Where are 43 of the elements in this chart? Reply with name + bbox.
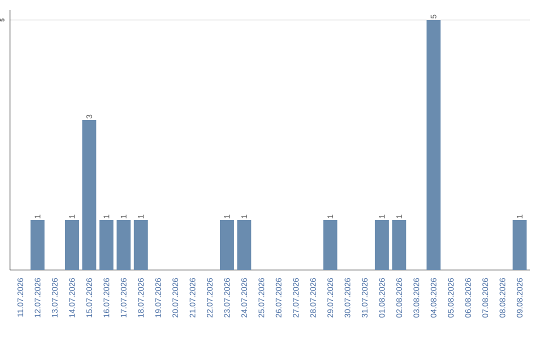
x-tick-label: 06.08.2026 [465,278,471,318]
data-label: 1 [516,214,522,218]
x-tick-label: 02.08.2026 [396,278,402,318]
x-tick-label: 17.07.2026 [120,278,126,318]
x-tick-label: 18.07.2026 [138,278,144,318]
x-tick-label: 29.07.2026 [327,278,334,318]
data-label: 1 [379,214,385,218]
x-tick-label: 31.07.2026 [362,278,368,318]
x-tick-label: 15.07.2026 [86,278,92,318]
data-label: 1 [34,214,40,218]
x-tick-label: 12.07.2026 [34,278,40,318]
x-tick-label: 27.07.2026 [293,278,299,318]
data-label: 1 [69,214,75,218]
x-tick-label: 13.07.2026 [52,278,58,318]
x-tick-label: 07.08.2026 [482,278,488,318]
data-label: 1 [241,214,247,218]
data-label: 1 [120,214,126,218]
data-label: 1 [396,214,402,218]
data-label: 1 [138,214,144,218]
data-label: 3 [86,114,92,118]
x-tick-label: 23.07.2026 [224,278,230,318]
data-label: 1 [104,214,110,218]
x-tick-label: 03.08.2026 [414,278,420,318]
x-tick-label: 25.07.2026 [258,278,264,318]
x-tick-label: 14.07.2026 [69,278,75,318]
data-label: 1 [328,214,334,218]
x-tick-label: 30.07.2026 [344,278,350,318]
x-tick-label: 09.08.2026 [516,278,523,318]
x-tick-label: 19.07.2026 [155,278,161,318]
x-tick-label: 20.07.2026 [172,278,178,318]
x-tick-label: 01.08.2026 [379,278,385,318]
x-tick-label: 16.07.2026 [104,278,110,318]
x-tick-label: 21.07.2026 [190,278,196,318]
x-tick-label: 22.07.2026 [206,278,213,318]
x-tick-label: 28.07.2026 [310,278,316,318]
x-tick-label: 26.07.2026 [276,278,282,318]
x-tick-label: 08.08.2026 [500,278,506,318]
x-tick-label: 24.07.2026 [241,278,248,318]
x-tick-label: 05.08.2026 [448,278,454,318]
x-tick-label: 11.07.2026 [18,278,24,317]
data-label: 1 [224,214,230,218]
x-tick-label: 04.08.2026 [430,278,436,318]
data-label: 5 [430,14,436,18]
